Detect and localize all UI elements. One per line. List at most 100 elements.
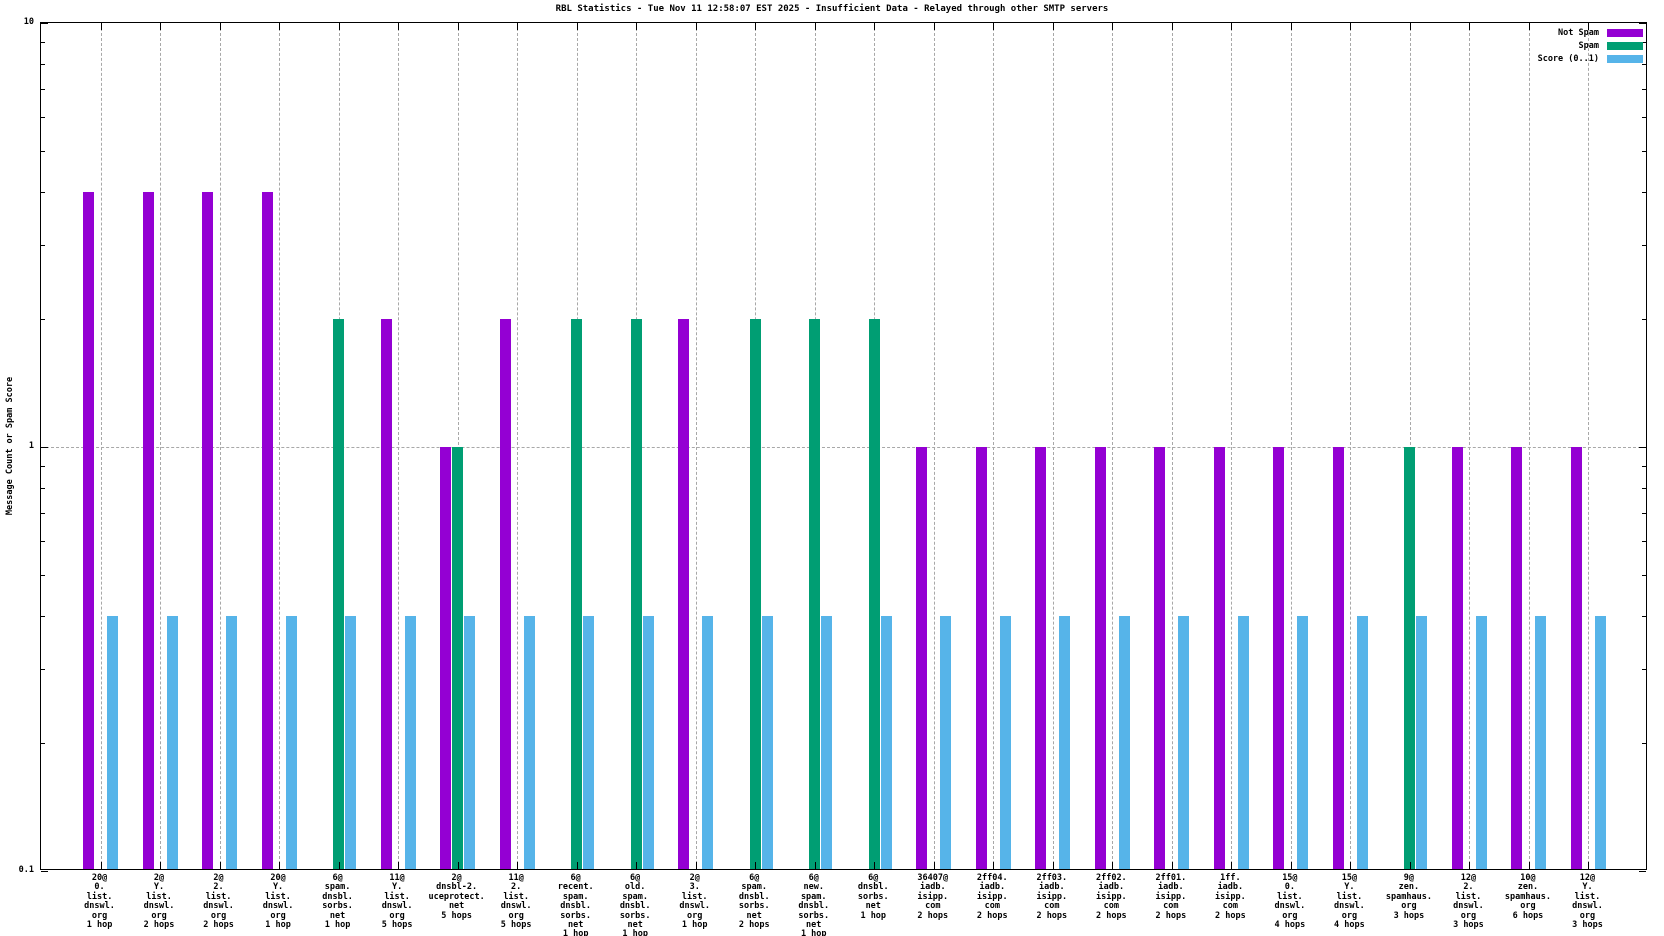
bar-not-spam bbox=[261, 191, 273, 869]
x-tick bbox=[219, 862, 221, 869]
x-tick bbox=[398, 23, 400, 30]
y-tick bbox=[1642, 150, 1646, 152]
bar-spam bbox=[749, 319, 761, 869]
x-axis-label: 12@ 2. list. dnswl. org 3 hops bbox=[1453, 873, 1484, 931]
bar-score bbox=[107, 615, 119, 869]
y-tick bbox=[1642, 319, 1646, 321]
x-tick bbox=[398, 862, 400, 869]
x-tick bbox=[1409, 862, 1411, 869]
vgrid-line bbox=[1528, 23, 1530, 869]
x-tick bbox=[160, 23, 162, 30]
bar-score bbox=[166, 615, 178, 869]
vgrid-line bbox=[457, 23, 459, 869]
y-tick bbox=[41, 488, 45, 490]
bar-spam bbox=[809, 319, 821, 869]
bar-score bbox=[1059, 615, 1071, 869]
x-axis-label: 2ff02. iadb. isipp. com 2 hops bbox=[1095, 873, 1127, 921]
x-tick bbox=[1469, 23, 1471, 30]
vgrid-line bbox=[695, 23, 697, 869]
vgrid-line bbox=[1350, 23, 1352, 869]
x-tick bbox=[517, 862, 519, 869]
x-tick bbox=[517, 23, 519, 30]
x-axis-label: 11@ Y. list. dnswl. org 5 hops bbox=[381, 873, 413, 931]
y-tick bbox=[1642, 88, 1646, 90]
bar-not-spam bbox=[83, 191, 95, 869]
bar-score bbox=[880, 615, 892, 869]
vgrid-line bbox=[160, 23, 162, 869]
bar-not-spam bbox=[678, 319, 690, 869]
vgrid-line bbox=[1171, 23, 1173, 869]
vgrid-line bbox=[1290, 23, 1292, 869]
bar-score bbox=[761, 615, 773, 869]
bar-score bbox=[345, 615, 357, 869]
vgrid-line bbox=[100, 23, 102, 869]
y-tick bbox=[1642, 64, 1646, 66]
vgrid-line bbox=[1231, 23, 1233, 869]
x-tick bbox=[1409, 23, 1411, 30]
x-tick bbox=[1290, 862, 1292, 869]
bar-not-spam bbox=[499, 319, 511, 869]
bar-not-spam bbox=[1511, 447, 1523, 869]
bar-score bbox=[1594, 615, 1606, 869]
bar-score bbox=[1178, 615, 1190, 869]
x-tick bbox=[1588, 862, 1590, 869]
vgrid-line bbox=[279, 23, 281, 869]
x-axis-label: 20@ Y. list. dnswl. org 1 hop bbox=[262, 873, 294, 931]
x-tick bbox=[636, 862, 638, 869]
x-axis-label: 2ff03. iadb. isipp. com 2 hops bbox=[1036, 873, 1068, 921]
legend-label-score: Score (0..1) bbox=[1537, 53, 1599, 64]
x-tick bbox=[576, 23, 578, 30]
y-tick bbox=[1642, 191, 1646, 193]
bar-score bbox=[999, 615, 1011, 869]
vgrid-line bbox=[993, 23, 995, 869]
legend-label-spam: Spam bbox=[1578, 40, 1599, 51]
x-tick bbox=[279, 23, 281, 30]
x-tick bbox=[695, 862, 697, 869]
x-tick bbox=[1171, 862, 1173, 869]
x-tick bbox=[100, 862, 102, 869]
vgrid-line bbox=[1588, 23, 1590, 869]
x-tick bbox=[1052, 862, 1054, 869]
x-tick bbox=[1350, 862, 1352, 869]
bar-not-spam bbox=[916, 447, 928, 869]
y-tick bbox=[1639, 23, 1646, 24]
vgrid-line bbox=[517, 23, 519, 869]
bar-not-spam bbox=[1035, 447, 1047, 869]
bar-spam bbox=[571, 319, 583, 869]
bar-not-spam bbox=[1154, 447, 1166, 869]
x-axis-label: 15@ Y. list. dnswl. org 4 hops bbox=[1334, 873, 1365, 931]
x-tick bbox=[457, 23, 459, 30]
y-tick bbox=[41, 191, 45, 193]
vgrid-line bbox=[1112, 23, 1114, 869]
x-tick bbox=[1528, 23, 1530, 30]
x-tick bbox=[993, 23, 995, 30]
x-tick bbox=[1469, 862, 1471, 869]
x-tick bbox=[755, 23, 757, 30]
bar-score bbox=[1237, 615, 1249, 869]
y-tick bbox=[41, 541, 45, 543]
x-axis-label: 10@ zen. spamhaus. org 6 hops bbox=[1504, 873, 1551, 921]
bar-score bbox=[583, 615, 595, 869]
bar-score bbox=[642, 615, 654, 869]
y-tick bbox=[1642, 668, 1646, 670]
x-axis-label: 9@ zen. spamhaus. org 3 hops bbox=[1385, 873, 1432, 921]
x-axis-label: 20@ 0. list. dnswl. org 1 hop bbox=[84, 873, 115, 931]
vgrid-line bbox=[1052, 23, 1054, 869]
bar-score bbox=[1297, 615, 1309, 869]
x-axis-label: 6@ spam. dnsbl. sorbs. net 1 hop bbox=[322, 873, 353, 931]
y-tick bbox=[41, 574, 45, 576]
x-tick bbox=[993, 862, 995, 869]
y-tick bbox=[41, 743, 45, 745]
bar-score bbox=[285, 615, 297, 869]
legend-label-not-spam: Not Spam bbox=[1558, 27, 1599, 38]
y-tick bbox=[1639, 447, 1646, 448]
x-tick bbox=[1112, 23, 1114, 30]
vgrid-line bbox=[1469, 23, 1471, 869]
y-tick bbox=[41, 668, 45, 670]
bar-not-spam bbox=[202, 191, 214, 869]
y-tick bbox=[41, 871, 48, 872]
vgrid-line bbox=[1409, 23, 1411, 869]
legend-item-spam: Spam bbox=[1538, 39, 1643, 52]
y-tick bbox=[41, 64, 45, 66]
x-tick bbox=[338, 862, 340, 869]
